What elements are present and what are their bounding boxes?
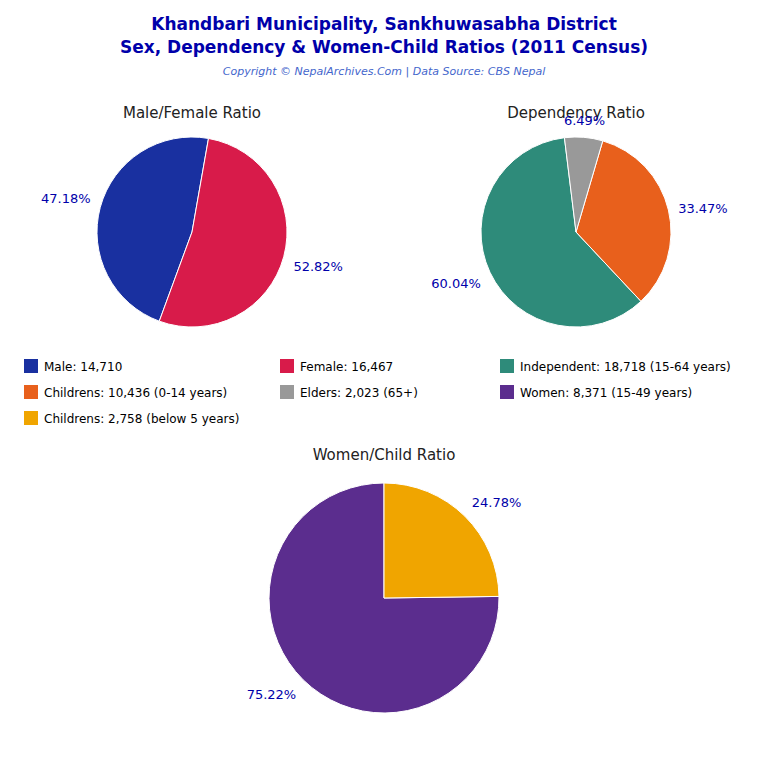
subtitle: Sex, Dependency & Women-Child Ratios (20… xyxy=(120,37,648,57)
legend-label: Women: 8,371 (15-49 years) xyxy=(520,386,692,400)
legend-item: Female: 16,467 xyxy=(280,359,393,374)
data-label: 24.78% xyxy=(472,495,522,510)
legend-swatch xyxy=(24,411,38,425)
pie-slice xyxy=(269,483,499,713)
annotation: Copyright © NepalArchives.Com | Data Sou… xyxy=(223,65,545,78)
chart-title: Women/Child Ratio xyxy=(313,446,456,464)
pie-chart: Women/Child Ratio 75.22% 24.78% xyxy=(247,446,522,713)
data-label: 75.22% xyxy=(247,687,297,702)
legend-swatch xyxy=(24,359,38,373)
title: Khandbari Municipality, Sankhuwasabha Di… xyxy=(151,14,617,34)
legend-item: Male: 14,710 xyxy=(24,359,122,374)
legend-label: Male: 14,710 xyxy=(44,360,122,374)
slices xyxy=(269,483,499,713)
chart-root: Khandbari Municipality, Sankhuwasabha Di… xyxy=(0,0,768,768)
data-label: 6.49% xyxy=(564,113,605,128)
legend: Male: 14,710 Female: 16,467 Independent: 1… xyxy=(24,359,731,426)
legend-label: Female: 16,467 xyxy=(300,360,393,374)
data-label: 52.82% xyxy=(293,259,343,274)
pie-chart: Male/Female Ratio 47.18% 52.82% xyxy=(41,104,343,327)
pie-chart: Dependency Ratio60.04%33.47%6.49% xyxy=(431,104,727,327)
legend-swatch xyxy=(500,359,514,373)
data-labels: 75.22% 24.78% xyxy=(247,495,522,702)
page: {"title": "Khandbari Municipality, Sankh… xyxy=(0,0,768,768)
data-labels: 47.18% 52.82% xyxy=(41,191,343,275)
legend-item: Childrens: 2,758 (below 5 years) xyxy=(24,411,239,426)
legend-label: Independent: 18,718 (15-64 years) xyxy=(520,360,731,374)
legend-label: Elders: 2,023 (65+) xyxy=(300,386,418,400)
data-label: 33.47% xyxy=(678,201,728,216)
pie-slice xyxy=(564,137,602,232)
slices xyxy=(97,137,287,327)
legend-item: Childrens: 10,436 (0-14 years) xyxy=(24,385,227,400)
legend-item: Women: 8,371 (15-49 years) xyxy=(500,385,692,400)
chart-title: Male/Female Ratio xyxy=(123,104,261,122)
data-label: 47.18% xyxy=(41,191,91,206)
legend-item: Elders: 2,023 (65+) xyxy=(280,385,418,400)
background xyxy=(0,0,768,768)
slices xyxy=(481,137,671,327)
legend-swatch xyxy=(280,359,294,373)
legend-label: Childrens: 10,436 (0-14 years) xyxy=(44,386,227,400)
legend-swatch xyxy=(24,385,38,399)
data-labels: 60.04% 33.47% 6.49% xyxy=(431,113,727,291)
pie-slice xyxy=(159,138,287,327)
data-label: 60.04% xyxy=(431,276,481,291)
legend-label: Childrens: 2,758 (below 5 years) xyxy=(44,412,239,426)
legend-item: Independent: 18,718 (15-64 years) xyxy=(500,359,731,374)
legend-swatch xyxy=(500,385,514,399)
legend-swatch xyxy=(280,385,294,399)
